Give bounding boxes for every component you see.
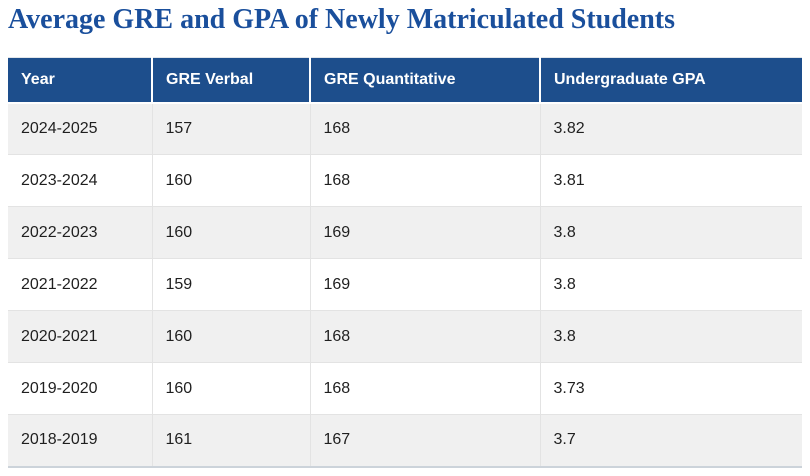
- table-row: 2023-2024 160 168 3.81: [8, 154, 802, 207]
- cell-year: 2022-2023: [8, 206, 153, 259]
- cell-gre-verbal: 160: [152, 154, 311, 207]
- cell-gre-verbal: 157: [152, 102, 311, 155]
- cell-year: 2021-2022: [8, 258, 153, 311]
- cell-gre-quantitative: 168: [310, 310, 541, 363]
- cell-gre-verbal: 160: [152, 362, 311, 415]
- cell-gre-quantitative: 167: [310, 414, 541, 468]
- table-header-row: Year GRE Verbal GRE Quantitative Undergr…: [8, 57, 802, 104]
- cell-gre-verbal: 161: [152, 414, 311, 468]
- table-row: 2024-2025 157 168 3.82: [8, 102, 802, 155]
- cell-gre-quantitative: 168: [310, 362, 541, 415]
- cell-undergraduate-gpa: 3.8: [540, 310, 802, 363]
- cell-gre-quantitative: 169: [310, 206, 541, 259]
- cell-year: 2020-2021: [8, 310, 153, 363]
- cell-undergraduate-gpa: 3.8: [540, 258, 802, 311]
- cell-undergraduate-gpa: 3.73: [540, 362, 802, 415]
- cell-undergraduate-gpa: 3.8: [540, 206, 802, 259]
- cell-gre-verbal: 160: [152, 206, 311, 259]
- cell-year: 2018-2019: [8, 414, 153, 468]
- cell-gre-quantitative: 168: [310, 154, 541, 207]
- cell-gre-quantitative: 168: [310, 102, 541, 155]
- table-row: 2019-2020 160 168 3.73: [8, 362, 802, 415]
- cell-gre-verbal: 159: [152, 258, 311, 311]
- cell-gre-quantitative: 169: [310, 258, 541, 311]
- page-title: Average GRE and GPA of Newly Matriculate…: [8, 4, 676, 35]
- cell-undergraduate-gpa: 3.81: [540, 154, 802, 207]
- table-row: 2018-2019 161 167 3.7: [8, 414, 802, 468]
- table-row: 2021-2022 159 169 3.8: [8, 258, 802, 311]
- column-header-year: Year: [8, 57, 153, 104]
- column-header-gre-verbal: GRE Verbal: [152, 57, 311, 104]
- cell-year: 2024-2025: [8, 102, 153, 155]
- cell-undergraduate-gpa: 3.82: [540, 102, 802, 155]
- cell-gre-verbal: 160: [152, 310, 311, 363]
- table-row: 2020-2021 160 168 3.8: [8, 310, 802, 363]
- gre-gpa-table: Year GRE Verbal GRE Quantitative Undergr…: [8, 57, 802, 468]
- column-header-undergraduate-gpa: Undergraduate GPA: [540, 57, 802, 104]
- cell-year: 2023-2024: [8, 154, 153, 207]
- cell-year: 2019-2020: [8, 362, 153, 415]
- column-header-gre-quantitative: GRE Quantitative: [310, 57, 541, 104]
- cell-undergraduate-gpa: 3.7: [540, 414, 802, 468]
- table-row: 2022-2023 160 169 3.8: [8, 206, 802, 259]
